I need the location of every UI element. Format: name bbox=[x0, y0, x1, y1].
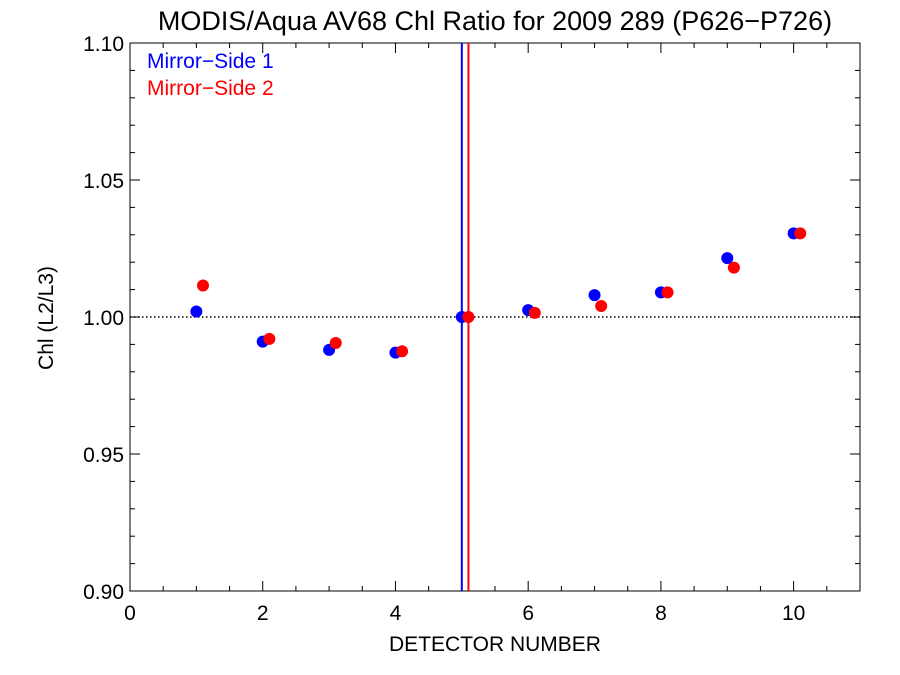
data-point-series-2 bbox=[263, 332, 276, 345]
plot-area: 0 2 4 6 8 10 0.90 0.95 1.00 1.05 1.10 bbox=[83, 33, 861, 625]
data-point-series-2 bbox=[197, 279, 209, 292]
y-axis-label: Chl (L2/L3) bbox=[35, 266, 58, 370]
data-point-series-2 bbox=[794, 227, 807, 240]
data-point-series-2 bbox=[396, 345, 409, 358]
chart-title: MODIS/Aqua AV68 Chl Ratio for 2009 289 (… bbox=[158, 6, 832, 36]
x-tick-label: 0 bbox=[124, 602, 136, 625]
y-tick-label: 1.00 bbox=[83, 307, 124, 330]
data-point-series-1 bbox=[588, 289, 601, 302]
legend-label-mirror-side-1: Mirror−Side 1 bbox=[147, 50, 274, 73]
data-point-series-2 bbox=[528, 306, 541, 319]
x-tick-label: 8 bbox=[655, 602, 667, 625]
data-points bbox=[190, 227, 807, 359]
legend: Mirror−Side 1 Mirror−Side 2 bbox=[147, 50, 274, 100]
x-tick-label: 6 bbox=[522, 602, 534, 625]
y-tick-label: 0.90 bbox=[83, 581, 124, 604]
data-point-series-2 bbox=[727, 261, 740, 274]
data-point-series-2 bbox=[595, 300, 608, 313]
y-tick-label: 1.10 bbox=[83, 33, 124, 56]
axis-ticks bbox=[129, 42, 861, 592]
data-point-series-2 bbox=[661, 286, 674, 299]
data-point-series-1 bbox=[190, 305, 203, 318]
reference-lines bbox=[130, 43, 860, 591]
legend-label-mirror-side-2: Mirror−Side 2 bbox=[147, 77, 274, 100]
x-tick-label: 4 bbox=[390, 602, 402, 625]
data-point-series-2 bbox=[329, 337, 342, 350]
axis-tick-labels: 0 2 4 6 8 10 0.90 0.95 1.00 1.05 1.10 bbox=[83, 33, 805, 625]
x-tick-label: 2 bbox=[257, 602, 269, 625]
data-point-series-2 bbox=[462, 311, 475, 323]
x-tick-label: 10 bbox=[782, 602, 805, 625]
data-point-series-1 bbox=[721, 252, 734, 265]
y-tick-label: 0.95 bbox=[83, 444, 124, 467]
x-axis-label: DETECTOR NUMBER bbox=[389, 633, 601, 656]
y-tick-label: 1.05 bbox=[83, 170, 124, 193]
